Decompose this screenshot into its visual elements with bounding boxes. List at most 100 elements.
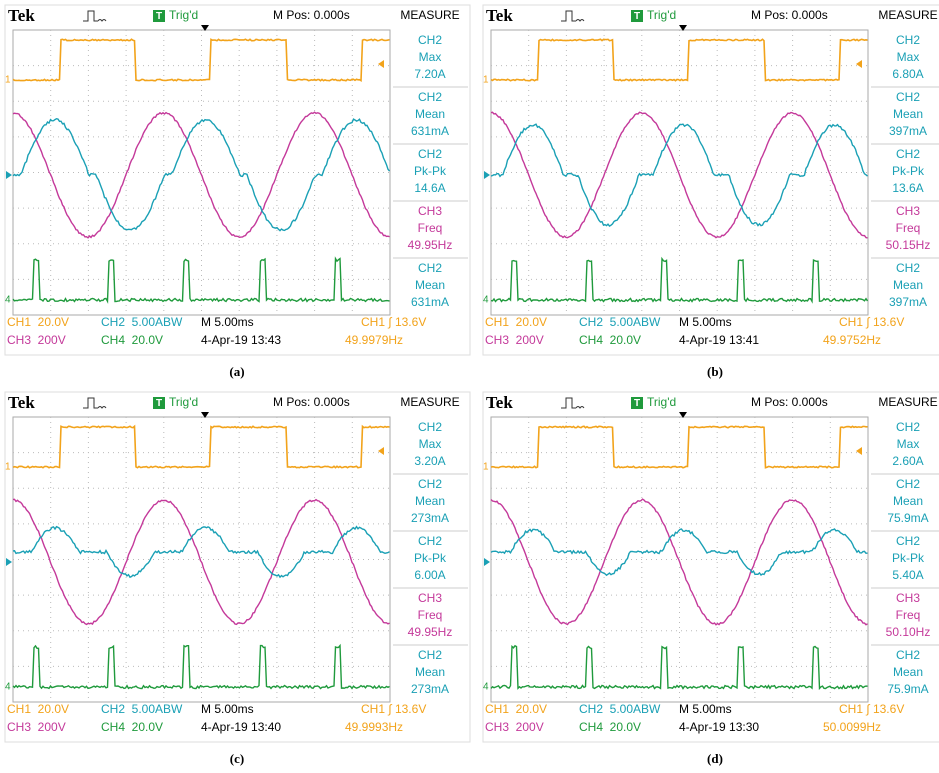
measure-value: 397mA [889, 295, 927, 309]
status-timebase: M 5.00ms [201, 702, 254, 716]
ch4-marker: 4 [483, 682, 489, 693]
horizontal-position: M Pos: 0.000s [751, 395, 828, 409]
measure-menu: MEASURE [400, 8, 459, 22]
status-frequency: 49.9979Hz [345, 333, 403, 347]
measure-label: Max [419, 50, 442, 64]
measure-value: 6.80A [892, 67, 923, 81]
status-ch4: CH4 20.0V [101, 720, 163, 734]
measure-value: 75.9mA [887, 682, 928, 696]
measure-value: 50.15Hz [886, 238, 931, 252]
measure-channel: CH3 [418, 591, 442, 605]
brand: Tek [486, 6, 513, 25]
measure-label: Freq [896, 221, 921, 235]
status-ch4: CH4 20.0V [101, 333, 163, 347]
measure-value: 273mA [411, 682, 449, 696]
horizontal-position: M Pos: 0.000s [273, 395, 350, 409]
status-timebase: M 5.00ms [679, 315, 732, 329]
brand: Tek [486, 393, 513, 412]
status-ch4: CH4 20.0V [579, 720, 641, 734]
measure-channel: CH2 [418, 90, 442, 104]
measure-channel: CH2 [418, 648, 442, 662]
status-timebase: M 5.00ms [201, 315, 254, 329]
measure-channel: CH2 [896, 534, 920, 548]
ch4-marker: 4 [5, 682, 11, 693]
measure-channel: CH2 [418, 534, 442, 548]
trigger-status: Trig'd [169, 395, 198, 409]
measure-label: Freq [418, 608, 443, 622]
measure-channel: CH2 [418, 420, 442, 434]
measure-label: Mean [415, 107, 445, 121]
measure-channel: CH2 [896, 90, 920, 104]
caption: (b) [707, 364, 723, 379]
measure-value: 273mA [411, 511, 449, 525]
trigger-icon: T [156, 11, 162, 22]
status-ch1: CH1 20.0V [485, 702, 547, 716]
measure-label: Pk-Pk [414, 551, 447, 565]
measure-value: 6.00A [414, 568, 445, 582]
measure-label: Mean [415, 665, 445, 679]
caption: (a) [229, 364, 244, 379]
status-trigger-level: CH1 ∫ 13.6V [361, 315, 426, 329]
trigger-icon: T [634, 11, 640, 22]
status-ch1: CH1 20.0V [7, 702, 69, 716]
status-date: 4-Apr-19 13:40 [201, 720, 281, 734]
measure-channel: CH2 [418, 477, 442, 491]
measure-channel: CH2 [896, 420, 920, 434]
measure-menu: MEASURE [878, 8, 937, 22]
measure-value: 49.95Hz [408, 625, 453, 639]
measure-channel: CH2 [896, 477, 920, 491]
measure-value: 50.10Hz [886, 625, 931, 639]
ch1-marker: 1 [483, 462, 489, 473]
measure-label: Max [897, 437, 920, 451]
measure-label: Freq [418, 221, 443, 235]
status-trigger-level: CH1 ∫ 13.6V [361, 702, 426, 716]
trigger-icon: T [634, 398, 640, 409]
measure-label: Mean [893, 494, 923, 508]
measure-label: Pk-Pk [414, 164, 447, 178]
measure-label: Max [897, 50, 920, 64]
status-ch3: CH3 200V [7, 333, 66, 347]
measure-menu: MEASURE [878, 395, 937, 409]
figure: TekTTrig'dM Pos: 0.000sMEASURE14CH2Max7.… [0, 0, 939, 773]
measure-channel: CH2 [418, 33, 442, 47]
ch1-marker: 1 [5, 75, 11, 86]
status-date: 4-Apr-19 13:43 [201, 333, 281, 347]
status-ch3: CH3 200V [485, 333, 544, 347]
measure-label: Mean [893, 107, 923, 121]
measure-label: Freq [896, 608, 921, 622]
measure-value: 14.6A [414, 181, 445, 195]
ch4-marker: 4 [5, 295, 11, 306]
measure-value: 13.6A [892, 181, 923, 195]
panel-background [483, 5, 939, 355]
measure-value: 631mA [411, 295, 449, 309]
status-trigger-level: CH1 ∫ 13.6V [839, 315, 904, 329]
panel-background [5, 5, 470, 355]
trigger-icon: T [156, 398, 162, 409]
caption: (d) [707, 751, 723, 766]
measure-value: 631mA [411, 124, 449, 138]
panel-background [5, 392, 470, 742]
measure-channel: CH2 [896, 33, 920, 47]
measure-value: 75.9mA [887, 511, 928, 525]
measure-label: Pk-Pk [892, 551, 925, 565]
measure-channel: CH2 [896, 261, 920, 275]
trigger-status: Trig'd [647, 395, 676, 409]
ch1-marker: 1 [5, 462, 11, 473]
status-trigger-level: CH1 ∫ 13.6V [839, 702, 904, 716]
measure-channel: CH2 [418, 147, 442, 161]
measure-channel: CH2 [896, 147, 920, 161]
status-ch3: CH3 200V [485, 720, 544, 734]
measure-label: Mean [415, 278, 445, 292]
measure-channel: CH3 [896, 591, 920, 605]
measure-value: 397mA [889, 124, 927, 138]
measure-value: 3.20A [414, 454, 445, 468]
measure-channel: CH2 [896, 648, 920, 662]
trigger-status: Trig'd [169, 8, 198, 22]
ch1-marker: 1 [483, 75, 489, 86]
status-timebase: M 5.00ms [679, 702, 732, 716]
horizontal-position: M Pos: 0.000s [751, 8, 828, 22]
status-frequency: 50.0099Hz [823, 720, 881, 734]
status-ch2: CH2 5.00ABW [101, 315, 183, 329]
